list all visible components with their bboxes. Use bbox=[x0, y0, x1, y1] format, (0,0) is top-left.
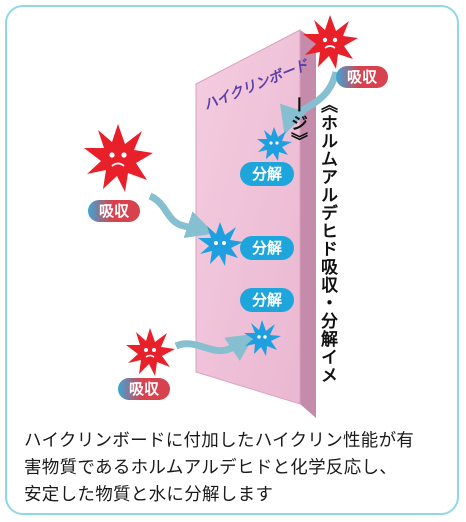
absorb-badge-top: 吸収 bbox=[336, 66, 388, 88]
caption-text: ハイクリンボードに付加したハイクリン性能が有 害物質であるホルムアルデヒドと化学… bbox=[24, 431, 415, 505]
red-molecule-bottom bbox=[126, 328, 175, 376]
absorb-arrow-top bbox=[280, 71, 340, 135]
diagram-canvas: ハイクリンボード 吸収 吸収 吸収 bbox=[84, 15, 388, 418]
svg-text:分解: 分解 bbox=[252, 165, 282, 183]
blue-molecule-top bbox=[257, 127, 292, 161]
blue-molecule-middle bbox=[198, 222, 243, 266]
board-panel: ハイクリンボード bbox=[195, 29, 316, 418]
red-molecule-middle bbox=[84, 124, 153, 192]
decompose-badge-bottom: 分解 bbox=[240, 288, 294, 312]
red-molecule-top bbox=[303, 15, 358, 69]
absorb-badge-bottom: 吸収 bbox=[118, 378, 170, 400]
absorb-badge-middle: 吸収 bbox=[88, 200, 140, 222]
absorb-arrow-bottom bbox=[174, 333, 256, 361]
svg-text:吸収: 吸収 bbox=[129, 380, 160, 398]
svg-text:吸収: 吸収 bbox=[347, 68, 378, 86]
svg-text:分解: 分解 bbox=[252, 291, 282, 309]
blue-molecule-bottom bbox=[244, 320, 281, 356]
decompose-badge-top: 分解 bbox=[240, 162, 294, 186]
svg-text:分解: 分解 bbox=[252, 239, 282, 257]
diagram-title: 《ホルムアルデヒド吸収・分解イメージ》 bbox=[287, 96, 337, 384]
absorb-arrow-middle bbox=[148, 192, 215, 238]
svg-text:吸収: 吸収 bbox=[99, 202, 130, 220]
decompose-badge-middle: 分解 bbox=[240, 236, 294, 260]
